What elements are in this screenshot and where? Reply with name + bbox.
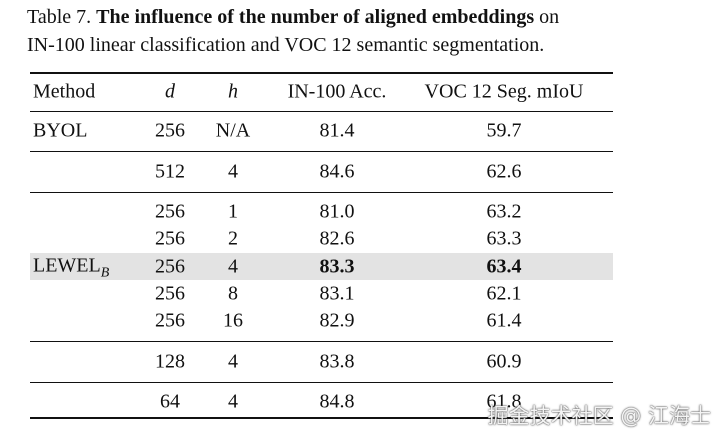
table-cell: 16	[223, 309, 243, 332]
table-cell: 4	[228, 160, 238, 182]
caption-text: on	[539, 6, 560, 28]
caption-line: IN-100 linear classification and VOC 12 …	[27, 34, 544, 57]
table-cell: 256	[155, 200, 185, 223]
table-cell: 82.6	[319, 227, 355, 250]
table-cell: 59.7	[486, 119, 522, 142]
table-cell: 4	[228, 255, 238, 278]
caption-line: Table 7. The influence of the number of …	[27, 6, 559, 29]
table-cell: 128	[155, 350, 185, 373]
table-cell: 60.9	[486, 350, 522, 373]
table-cell: 63.4	[486, 255, 522, 278]
method-name: LEWEL	[33, 254, 101, 277]
table-cell: 256	[155, 282, 185, 305]
table-cell: 83.3	[319, 255, 355, 278]
table-cell: 512	[155, 160, 185, 182]
table-cell: 82.9	[319, 309, 355, 332]
method-subscript: B	[100, 265, 110, 281]
table-cell: 62.6	[486, 160, 522, 182]
caption-label: Table 7.	[27, 6, 92, 28]
header-cell: IN-100 Acc.	[287, 80, 387, 103]
caption-bold: The influence of the number of aligned e…	[96, 6, 535, 28]
table-rule	[30, 191, 613, 193]
table-cell: 61.4	[486, 309, 522, 332]
table-cell: N/A	[215, 119, 251, 142]
header-cell: h	[228, 80, 238, 103]
table-cell: 4	[228, 390, 238, 413]
table-cell: 1	[228, 200, 238, 223]
header-cell: Method	[33, 80, 96, 103]
table-cell: 81.0	[319, 200, 355, 223]
table-cell: 8	[228, 282, 238, 305]
method-label: LEWELB	[33, 255, 109, 282]
table-cell: 4	[228, 350, 238, 373]
method-label: BYOL	[33, 119, 88, 142]
table-cell: 64	[160, 390, 180, 413]
table-cell: 61.8	[486, 390, 522, 413]
caption-text: IN-100 linear classification and VOC 12 …	[27, 34, 545, 56]
watermark: 掘金技术社区 @ 江海士	[487, 404, 711, 428]
table-cell: 256	[155, 119, 185, 142]
table-rule	[30, 72, 613, 74]
table-rule	[30, 381, 613, 383]
table-rule	[30, 341, 613, 343]
table-rule	[30, 110, 613, 112]
table-rule	[30, 417, 613, 419]
table-cell: 84.6	[319, 160, 355, 182]
header-cell: VOC 12 Seg. mIoU	[424, 80, 584, 103]
table-cell: 63.3	[486, 227, 522, 250]
table-cell: 81.4	[319, 119, 355, 142]
table-cell: 83.8	[319, 350, 355, 373]
table-cell: 62.1	[486, 282, 522, 305]
table-cell: 83.1	[319, 282, 355, 305]
table-cell: 256	[155, 255, 185, 278]
table-cell: 256	[155, 227, 185, 250]
header-cell: d	[165, 80, 175, 103]
highlight-row	[30, 253, 613, 281]
table-rule	[30, 151, 613, 152]
table-cell: 84.8	[319, 390, 355, 413]
table-cell: 63.2	[486, 200, 522, 223]
table-cell: 2	[228, 227, 238, 250]
table-cell: 256	[155, 309, 185, 332]
